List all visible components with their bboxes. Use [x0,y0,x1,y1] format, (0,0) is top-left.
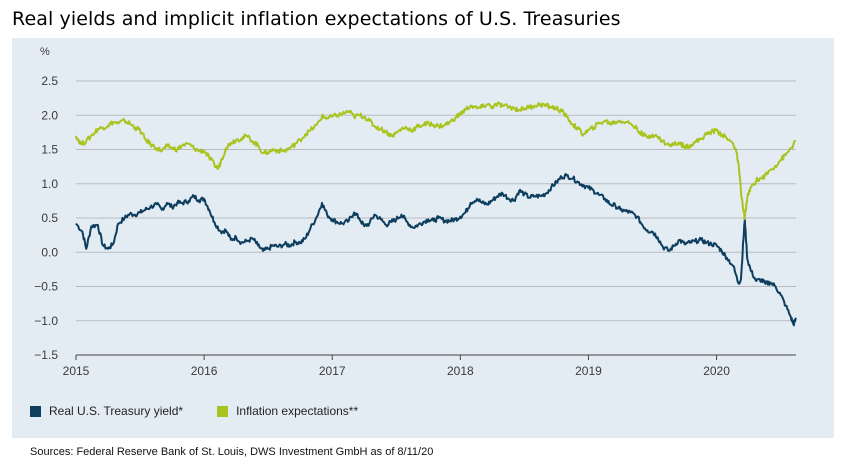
series-lines [75,101,797,327]
legend-label-real-yield: Real U.S. Treasury yield* [49,404,184,418]
page-title: Real yields and implicit inflation expec… [12,8,621,30]
x-tick-label: 2015 [63,364,90,378]
y-tick-label: 2.0 [41,108,58,122]
source-note: Sources: Federal Reserve Bank of St. Lou… [30,446,434,458]
y-tick-label: 1.0 [41,177,58,191]
x-tick-label: 2020 [703,364,730,378]
series-line-0 [75,173,797,327]
legend: Real U.S. Treasury yield* Inflation expe… [30,404,392,418]
x-axis: 2015 2016 2017 2018 2019 2020 [63,354,796,378]
chart-panel [12,38,834,438]
y-tick-label: 2.5 [41,74,58,88]
series-line-1 [75,101,797,220]
y-tick-label: 0.5 [41,211,58,225]
x-tick-label: 2016 [191,364,218,378]
y-tick-label: 1.5 [41,143,58,157]
x-tick-label: 2017 [319,364,346,378]
x-tick-label: 2019 [575,364,602,378]
y-unit-label: % [40,46,50,58]
legend-swatch-inflation [217,405,229,417]
y-tick-label: −1.0 [34,314,58,328]
legend-swatch-real-yield [30,405,41,417]
legend-item-real-yield: Real U.S. Treasury yield* [30,404,183,418]
y-tick-labels: 2.5 2.0 1.5 1.0 0.5 0.0 −0.5 −1.0 −1.5 [34,74,58,362]
legend-label-inflation: Inflation expectations** [236,404,359,418]
x-tick-label: 2018 [447,364,474,378]
y-tick-label: 0.0 [41,245,58,259]
legend-item-inflation: Inflation expectations** [217,404,358,418]
y-tick-label: −1.5 [34,348,58,362]
y-tick-label: −0.5 [34,280,58,294]
